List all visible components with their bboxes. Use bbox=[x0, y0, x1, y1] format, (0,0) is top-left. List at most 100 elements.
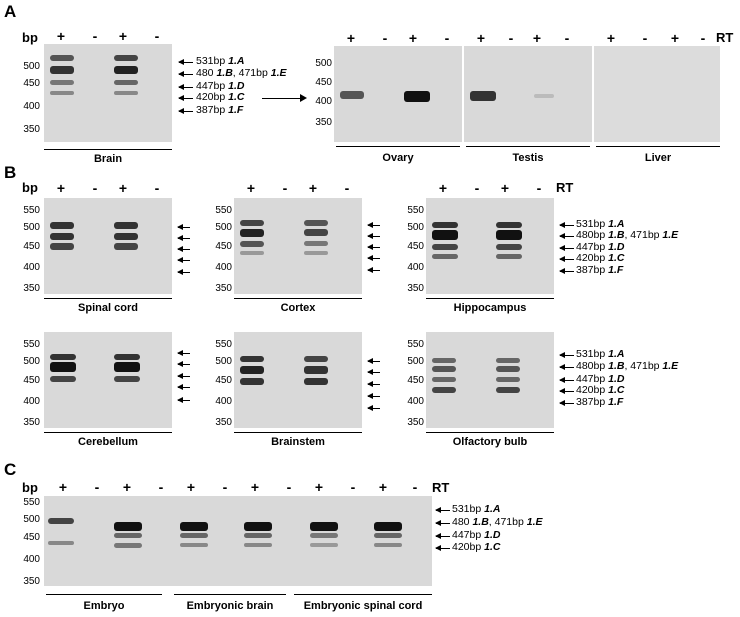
pointer-arrowhead bbox=[300, 94, 307, 102]
lane-plus: + bbox=[122, 479, 132, 495]
tick-400: 400 bbox=[23, 554, 40, 565]
tick-350: 350 bbox=[407, 283, 424, 294]
gel-embryonic bbox=[44, 496, 432, 586]
tick-500: 500 bbox=[215, 222, 232, 233]
tissue-label-cerebellum: Cerebellum bbox=[78, 436, 138, 448]
tissue-label-embryonic-brain: Embryonic brain bbox=[186, 600, 274, 612]
pointer-arrow bbox=[262, 98, 300, 99]
gel-testis bbox=[464, 46, 592, 142]
tick-550: 550 bbox=[215, 339, 232, 350]
tick-350: 350 bbox=[23, 576, 40, 587]
panel-label-a: A bbox=[4, 2, 17, 21]
tissue-label-brain: Brain bbox=[93, 153, 123, 165]
lane-plus: + bbox=[438, 180, 448, 196]
tissue-label-cortex: Cortex bbox=[280, 302, 316, 314]
tick-400: 400 bbox=[315, 96, 332, 107]
band-annotation-480-471: 480 1.B, 471bp 1.E bbox=[452, 516, 543, 528]
gel-brainstem bbox=[234, 332, 362, 428]
gel-olfactory-bulb bbox=[426, 332, 554, 428]
lane-minus: - bbox=[94, 479, 100, 495]
tissue-label-embryo: Embryo bbox=[83, 600, 125, 612]
lane-minus: - bbox=[508, 30, 514, 46]
tick-350: 350 bbox=[215, 417, 232, 428]
tick-450: 450 bbox=[23, 241, 40, 252]
lane-plus: + bbox=[532, 30, 542, 46]
tick-350: 350 bbox=[23, 124, 40, 135]
gel-cortex bbox=[234, 198, 362, 294]
lane-minus: - bbox=[92, 180, 98, 196]
tick-500: 500 bbox=[23, 61, 40, 72]
tick-400: 400 bbox=[23, 101, 40, 112]
tick-450: 450 bbox=[215, 241, 232, 252]
rt-label: RT bbox=[556, 180, 574, 195]
lane-plus: + bbox=[670, 30, 680, 46]
lane-plus: + bbox=[118, 180, 128, 196]
tissue-label-ovary: Ovary bbox=[382, 152, 414, 164]
band-annotation-531: 531bp 1.A bbox=[576, 218, 625, 230]
band-annotation-480-471: 480 1.B, 471bp 1.E bbox=[196, 67, 287, 79]
lane-minus: - bbox=[382, 30, 388, 46]
lane-minus: - bbox=[444, 30, 450, 46]
lane-plus: + bbox=[58, 479, 68, 495]
lane-minus: - bbox=[412, 479, 418, 495]
band-annotation-387: 387bp 1.F bbox=[196, 104, 244, 116]
rt-label: RT bbox=[716, 30, 734, 45]
lane-plus: + bbox=[500, 180, 510, 196]
gel-brain bbox=[44, 44, 172, 142]
tick-350: 350 bbox=[407, 417, 424, 428]
tick-450: 450 bbox=[23, 375, 40, 386]
gel-spinal-cord bbox=[44, 198, 172, 294]
tick-550: 550 bbox=[23, 205, 40, 216]
tick-500: 500 bbox=[315, 58, 332, 69]
tissue-label-hippocampus: Hippocampus bbox=[453, 302, 527, 314]
lane-plus: + bbox=[246, 180, 256, 196]
tissue-label-embryonic-spinal-cord: Embryonic spinal cord bbox=[303, 600, 423, 612]
tick-350: 350 bbox=[215, 283, 232, 294]
lane-minus: - bbox=[344, 180, 350, 196]
lane-plus: + bbox=[56, 180, 66, 196]
band-annotation-387: 387bp 1.F bbox=[576, 396, 624, 408]
tissue-label-olfactory-bulb: Olfactory bulb bbox=[452, 436, 528, 448]
gel-cerebellum bbox=[44, 332, 172, 428]
band-annotation-531: 531bp 1.A bbox=[576, 348, 625, 360]
tick-400: 400 bbox=[23, 262, 40, 273]
lane-minus: - bbox=[350, 479, 356, 495]
tissue-label-testis: Testis bbox=[512, 152, 544, 164]
tick-350: 350 bbox=[315, 117, 332, 128]
band-annotation-447: 447bp 1.D bbox=[576, 373, 625, 385]
tick-450: 450 bbox=[215, 375, 232, 386]
band-annotation-480-471: 480bp 1.B, 471bp 1.E bbox=[576, 229, 679, 241]
tick-500: 500 bbox=[23, 356, 40, 367]
gel-hippocampus bbox=[426, 198, 554, 294]
bp-header: bp bbox=[22, 180, 38, 195]
tick-400: 400 bbox=[407, 396, 424, 407]
tick-500: 500 bbox=[23, 222, 40, 233]
tick-450: 450 bbox=[23, 78, 40, 89]
tick-550: 550 bbox=[215, 205, 232, 216]
tick-450: 450 bbox=[23, 532, 40, 543]
lane-minus: - bbox=[282, 180, 288, 196]
gel-ovary bbox=[334, 46, 462, 142]
tick-350: 350 bbox=[23, 417, 40, 428]
lane-plus: + bbox=[250, 479, 260, 495]
tick-400: 400 bbox=[23, 396, 40, 407]
tick-550: 550 bbox=[23, 497, 40, 508]
band-annotation-531: 531bp 1.A bbox=[452, 503, 501, 515]
band-annotation-447: 447bp 1.D bbox=[576, 241, 625, 253]
lane-minus: - bbox=[474, 180, 480, 196]
lane-minus: - bbox=[222, 479, 228, 495]
lane-minus: - bbox=[158, 479, 164, 495]
lane-plus: + bbox=[308, 180, 318, 196]
tick-500: 500 bbox=[407, 356, 424, 367]
tissue-label-brainstem: Brainstem bbox=[271, 436, 325, 448]
tick-550: 550 bbox=[407, 205, 424, 216]
band-annotation-420: 420bp 1.C bbox=[196, 91, 245, 103]
lane-plus: + bbox=[118, 28, 128, 44]
tick-350: 350 bbox=[23, 283, 40, 294]
lane-plus: + bbox=[606, 30, 616, 46]
band-annotation-447: 447bp 1.D bbox=[452, 529, 501, 541]
lane-minus: - bbox=[154, 180, 160, 196]
band-annotation-420: 420bp 1.C bbox=[576, 384, 625, 396]
lane-plus: + bbox=[408, 30, 418, 46]
lane-minus: - bbox=[642, 30, 648, 46]
